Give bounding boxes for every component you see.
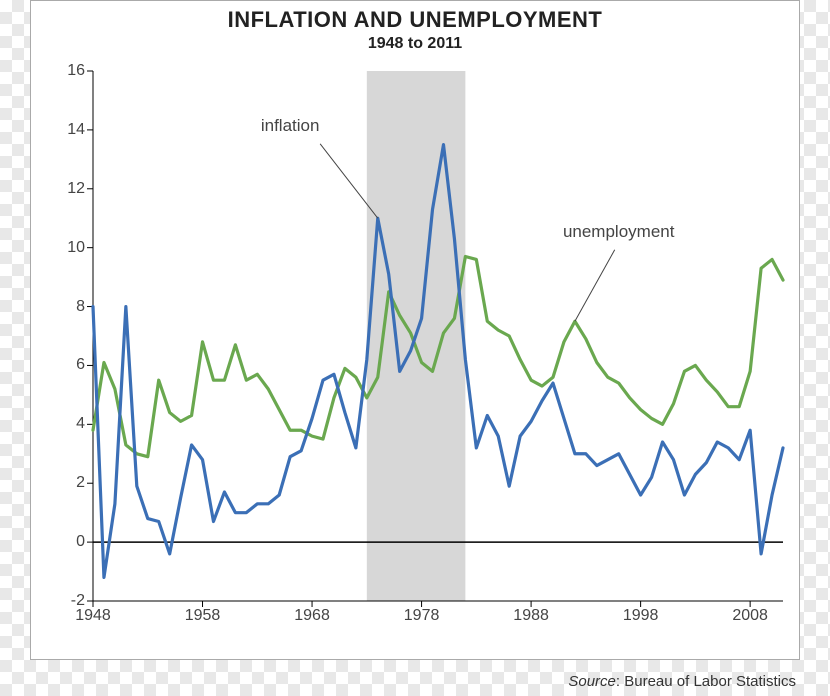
plot-svg xyxy=(93,71,783,601)
source-line: Source: Bureau of Labor Statistics xyxy=(568,673,796,690)
plot-area: -202468101214161948195819681978198819982… xyxy=(93,71,783,601)
y-tick-label: 16 xyxy=(67,62,85,80)
source-label: Source xyxy=(568,673,616,690)
y-tick-label: 4 xyxy=(76,415,85,433)
annotation-unemployment: unemployment xyxy=(563,222,675,242)
source-value: Bureau of Labor Statistics xyxy=(624,673,796,690)
x-tick-label: 1988 xyxy=(513,607,549,625)
x-tick-label: 1958 xyxy=(185,607,221,625)
x-tick-label: 1968 xyxy=(294,607,330,625)
x-tick-label: 2008 xyxy=(732,607,768,625)
y-tick-label: 10 xyxy=(67,239,85,257)
y-tick-label: 8 xyxy=(76,298,85,316)
y-tick-label: 2 xyxy=(76,474,85,492)
y-tick-label: 12 xyxy=(67,180,85,198)
page: INFLATION AND UNEMPLOYMENT 1948 to 2011 … xyxy=(0,0,830,696)
chart-box: INFLATION AND UNEMPLOYMENT 1948 to 2011 … xyxy=(30,0,800,660)
y-tick-label: 14 xyxy=(67,121,85,139)
chart-title: INFLATION AND UNEMPLOYMENT xyxy=(31,7,799,33)
source-sep: : xyxy=(616,673,624,690)
chart-subtitle: 1948 to 2011 xyxy=(31,35,799,53)
x-tick-label: 1978 xyxy=(404,607,440,625)
annotation-inflation: inflation xyxy=(261,116,320,136)
y-tick-label: 0 xyxy=(76,533,85,551)
titles: INFLATION AND UNEMPLOYMENT 1948 to 2011 xyxy=(31,1,799,53)
x-tick-label: 1948 xyxy=(75,607,111,625)
y-tick-label: 6 xyxy=(76,356,85,374)
x-tick-label: 1998 xyxy=(623,607,659,625)
